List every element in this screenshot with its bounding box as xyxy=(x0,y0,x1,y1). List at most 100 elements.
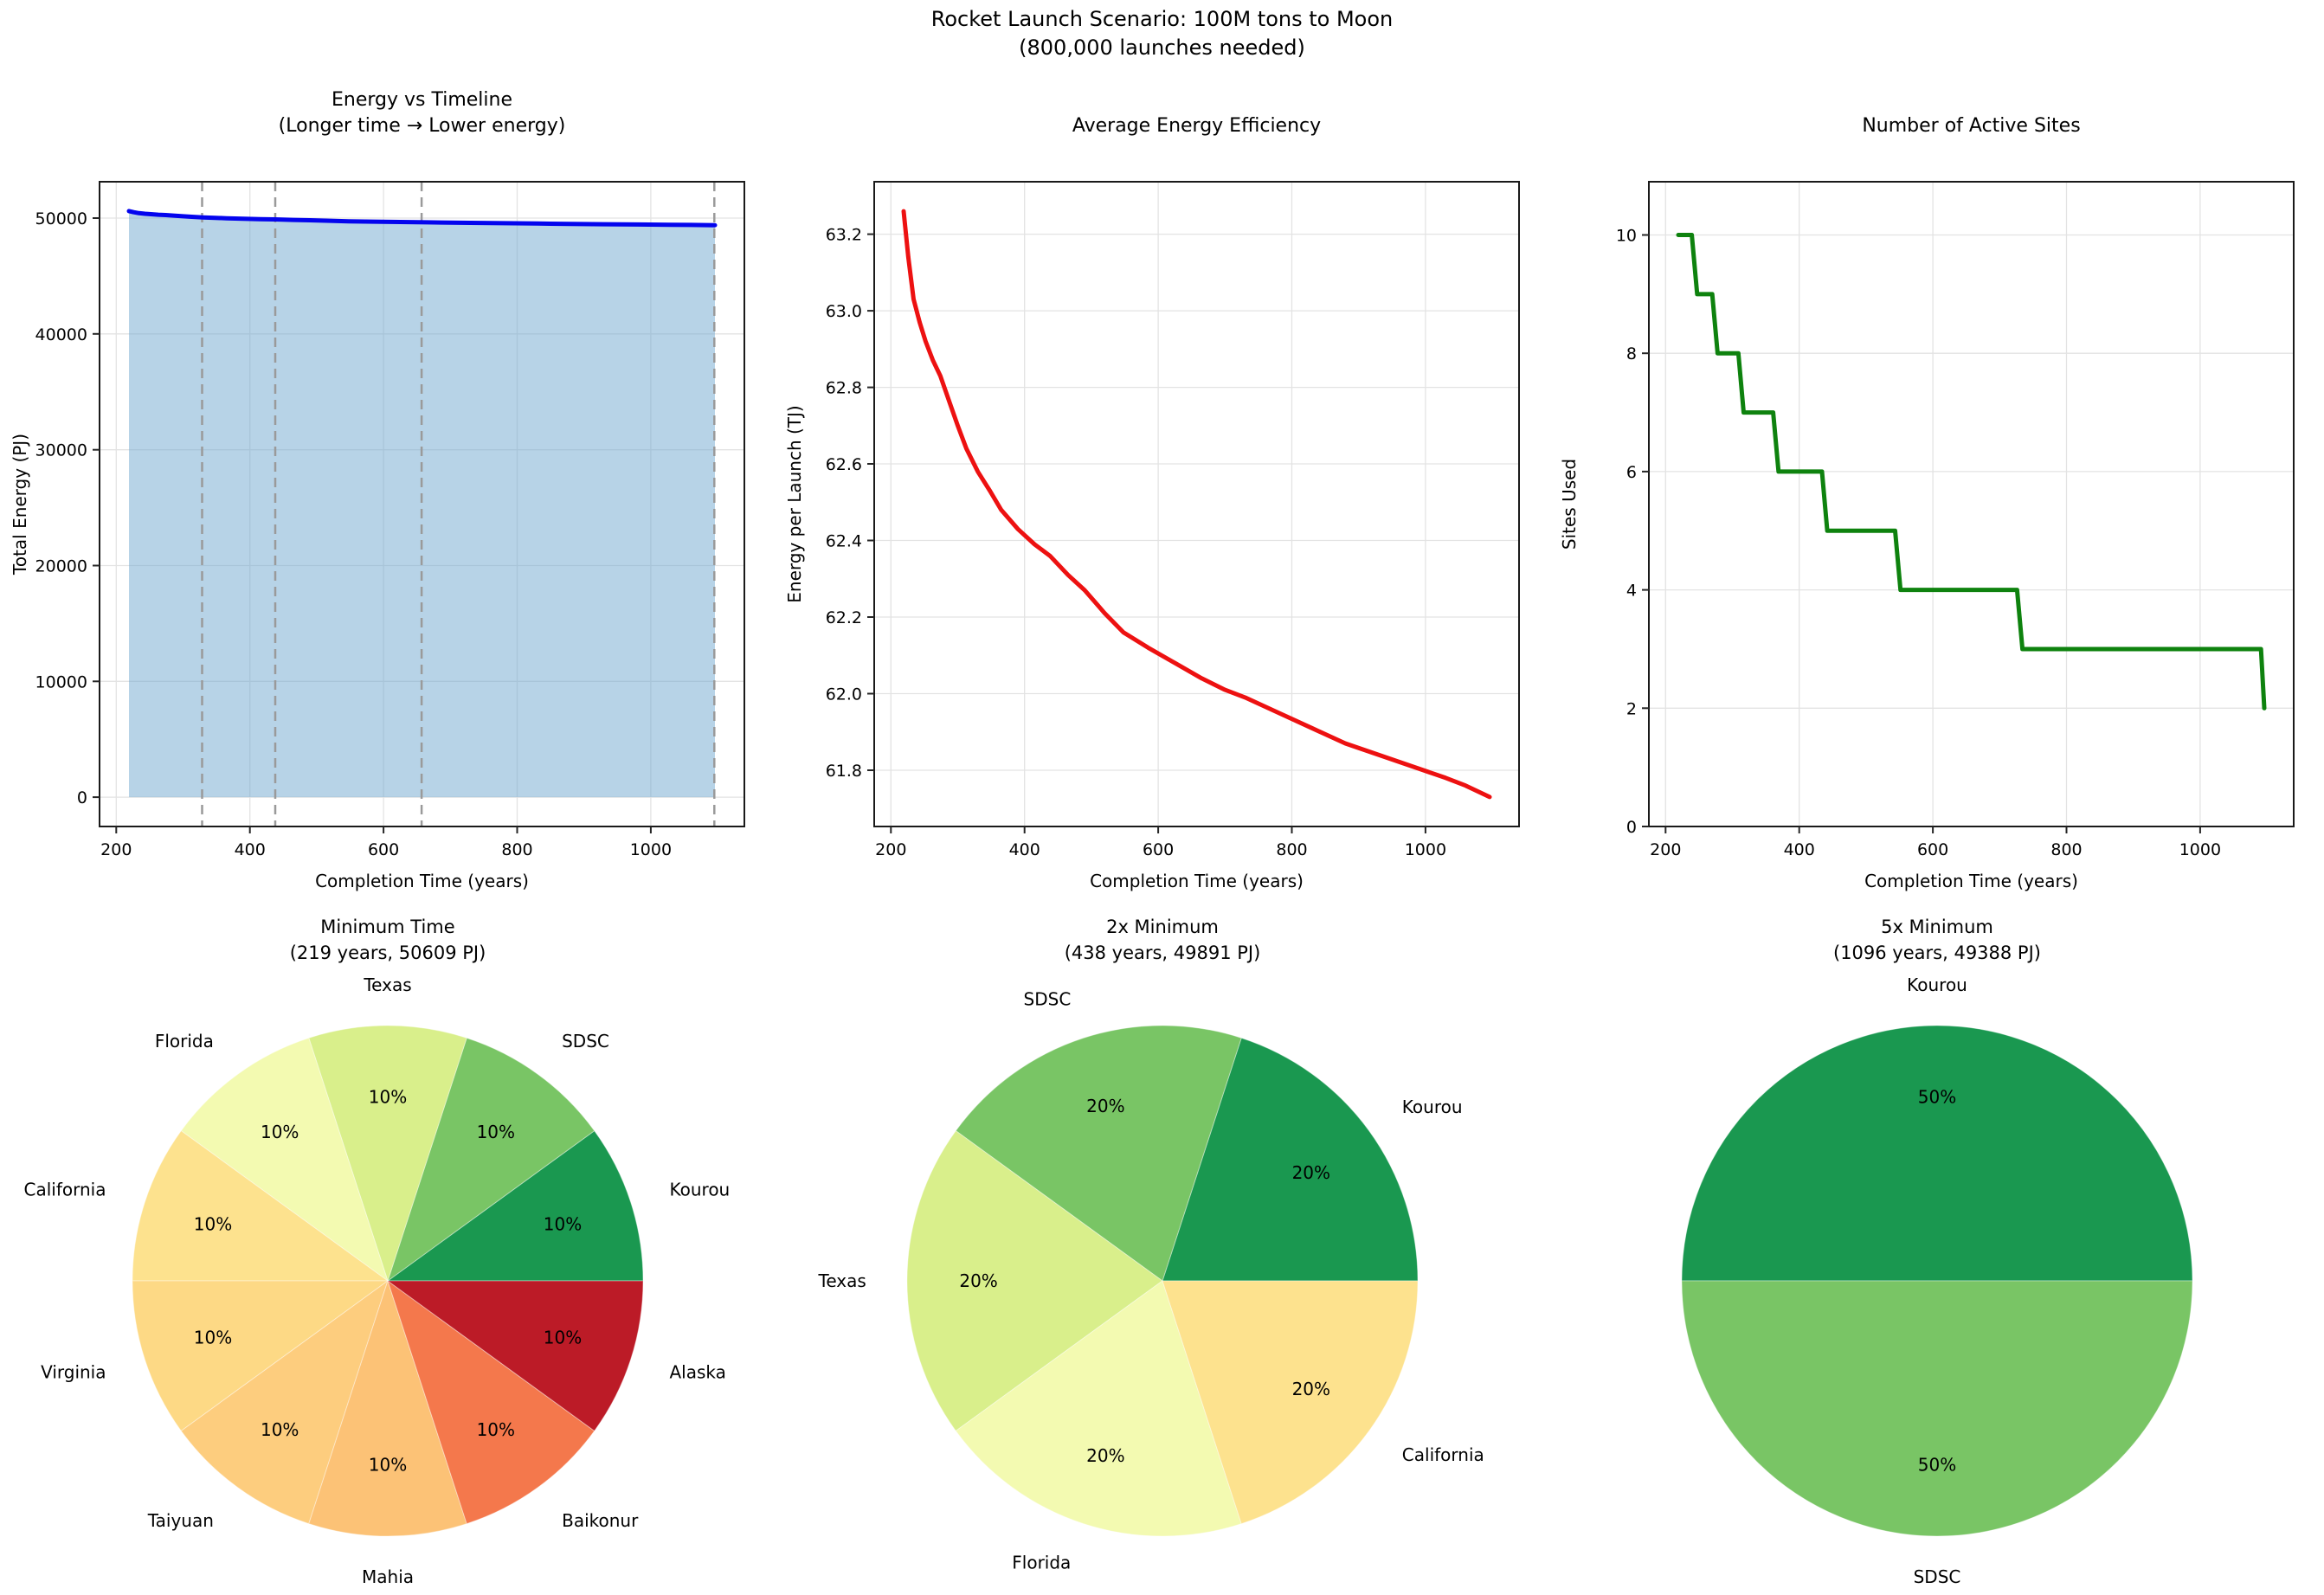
y-tick-label: 2 xyxy=(1626,699,1637,718)
figure-title-line1: Rocket Launch Scenario: 100M tons to Moo… xyxy=(930,7,1394,31)
pie-label-texas: Texas xyxy=(818,1270,866,1291)
pie-slice-baikonur xyxy=(387,1279,595,1525)
pie-slice-texas xyxy=(308,1025,467,1283)
pie-label-florida: Florida xyxy=(155,1031,214,1052)
active-sites-svg: 200 400 600 800 1000 0 2 4 6 8 10 Completion Time (… xyxy=(1559,115,2295,891)
axes-spines xyxy=(99,181,745,827)
energy-vs-timeline-chart: 200 400 600 800 1000 0 10000 20000 30000 40000 500… xyxy=(0,69,775,909)
x-tick-label: 400 xyxy=(235,840,266,859)
energy-vs-timeline-svg: 200 400 600 800 1000010000200003000040000500… xyxy=(10,89,745,891)
pie-label-california: California xyxy=(24,1179,106,1199)
energy-efficiency-chart: 200 400 600 800 1000 61.8 62.0 62.2 62.4 62.6 62.8… xyxy=(775,69,1549,909)
pie-pct-label: 10% xyxy=(194,1213,232,1234)
chart-subtitle: (Longer time → Lower energy) xyxy=(279,115,566,137)
pie-pct-label: 10% xyxy=(544,1213,582,1234)
top-right-series-line xyxy=(1676,233,2267,711)
5x-minimum-pie: 5x Minimum (1096 years, 49388 PJ) 50% Kouro… xyxy=(1549,909,2324,1592)
y-tick-label: 62.2 xyxy=(826,608,862,627)
pie-pct-label: 10% xyxy=(544,1328,582,1348)
pie-slice-sdsc xyxy=(387,1037,595,1283)
pie-pct-label: 20% xyxy=(1292,1379,1330,1399)
pie-pct-label: 50% xyxy=(1918,1087,1956,1108)
pie-slice-florida xyxy=(955,1280,1242,1537)
pie-label-alaska: Alaska xyxy=(670,1362,726,1383)
pie-label-texas: Texas xyxy=(363,974,411,995)
pie-pct-label: 10% xyxy=(369,1087,407,1108)
y-tick-label: 61.8 xyxy=(826,762,862,781)
x-axis-label: Completion Time (years) xyxy=(1864,871,2078,891)
minimum-time-pie: Minimum Time (219 years, 50609 PJ) 10% Kour… xyxy=(0,909,775,1592)
pie-label-california: California xyxy=(1402,1444,1484,1465)
x-tick-label: 600 xyxy=(1917,840,1948,859)
y-tick-label: 10 xyxy=(1616,227,1637,246)
chart-title: Average Energy Efficiency xyxy=(1072,115,1321,137)
pie-pct-label: 10% xyxy=(477,1122,515,1142)
y-tick-label: 63.2 xyxy=(826,226,862,245)
pie-slice-mahia xyxy=(308,1279,467,1537)
x-tick-label: 1000 xyxy=(630,840,672,859)
y-axis-label: Sites Used xyxy=(1559,459,1580,550)
x-tick-label: 800 xyxy=(2050,840,2082,859)
pie-title: 2x Minimum xyxy=(1106,916,1219,937)
pie-slice-alaska xyxy=(386,1280,644,1432)
minimum-time-pie-svg: Minimum Time (219 years, 50609 PJ) 10% Kour… xyxy=(24,916,731,1587)
x-tick-label: 400 xyxy=(1784,840,1815,859)
pie-slice-sdsc xyxy=(1681,1280,2193,1537)
x-tick-label: 1000 xyxy=(1405,840,1446,859)
chart-title: Energy vs Timeline xyxy=(332,89,512,111)
pie-label-baikonur: Baikonur xyxy=(562,1510,639,1531)
pie-pct-label: 10% xyxy=(369,1454,407,1475)
y-tick-label: 8 xyxy=(1626,344,1637,363)
pie-label-kourou: Kourou xyxy=(1402,1097,1463,1117)
pie-slice-virginia xyxy=(132,1280,389,1432)
pie-pct-label: 50% xyxy=(1918,1454,1956,1475)
x-tick-label: 800 xyxy=(501,840,532,859)
pie-label-mahia: Mahia xyxy=(362,1566,414,1587)
pie-pct-label: 10% xyxy=(261,1419,299,1440)
y-axis-label: Energy per Launch (TJ) xyxy=(784,405,805,602)
chart-title: Number of Active Sites xyxy=(1862,115,2080,137)
y-axis-label: Total Energy (PJ) xyxy=(10,434,30,576)
x-tick-label: 400 xyxy=(1009,840,1040,859)
pie-label-kourou: Kourou xyxy=(1907,974,1967,995)
y-tick-label: 4 xyxy=(1626,582,1637,601)
x-tick-label: 600 xyxy=(368,840,399,859)
y-tick-label: 63.0 xyxy=(826,302,862,321)
x-tick-label: 600 xyxy=(1143,840,1174,859)
x-tick-label: 200 xyxy=(100,840,132,859)
figure-title-line2: (800,000 launches needed) xyxy=(1019,35,1305,60)
x-axis-label: Completion Time (years) xyxy=(1090,871,1304,891)
x-axis-label: Completion Time (years) xyxy=(315,871,529,891)
y-tick-label: 62.4 xyxy=(826,532,862,551)
pie-slice-kourou xyxy=(1681,1025,2193,1282)
pie-slice-texas xyxy=(906,1129,1163,1432)
x-tick-label: 800 xyxy=(1276,840,1307,859)
x-tick-label: 200 xyxy=(875,840,906,859)
pie-slice-california xyxy=(1162,1280,1419,1525)
y-tick-label: 6 xyxy=(1626,463,1637,482)
pie-pct-label: 10% xyxy=(194,1328,232,1348)
active-sites-chart: 200 400 600 800 1000 0 2 4 6 8 10 Completion Time (… xyxy=(1549,69,2324,909)
subplot-grid: 200 400 600 800 1000 0 10000 20000 30000 40000 500… xyxy=(0,69,2324,1592)
pie-label-sdsc: SDSC xyxy=(1914,1566,1961,1587)
pie-pct-label: 10% xyxy=(477,1419,515,1440)
axes-spines xyxy=(1648,181,2295,827)
pie-pct-label: 20% xyxy=(1292,1162,1330,1183)
pie-slice-kourou xyxy=(386,1129,644,1282)
x-tick-label: 200 xyxy=(1650,840,1681,859)
y-tick-label: 10000 xyxy=(35,672,87,691)
pie-subtitle: (1096 years, 49388 PJ) xyxy=(1833,942,2041,963)
pie-slice-florida xyxy=(180,1037,389,1283)
pie-title: Minimum Time xyxy=(320,916,454,937)
pie-label-sdsc: SDSC xyxy=(1024,989,1072,1010)
y-tick-label: 0 xyxy=(1626,818,1637,837)
pie-label-taiyuan: Taiyuan xyxy=(147,1510,214,1531)
pie-pct-label: 20% xyxy=(959,1270,997,1291)
pie-slice-kourou xyxy=(1162,1037,1419,1282)
pie-label-virginia: Virginia xyxy=(41,1362,106,1383)
y-tick-label: 62.8 xyxy=(826,379,862,398)
5x-minimum-pie-svg: 5x Minimum (1096 years, 49388 PJ) 50% Kouro… xyxy=(1681,916,2193,1587)
pie-label-florida: Florida xyxy=(1012,1553,1071,1573)
pie-label-sdsc: SDSC xyxy=(562,1031,609,1052)
figure-title: Rocket Launch Scenario: 100M tons to Moo… xyxy=(0,5,2324,62)
